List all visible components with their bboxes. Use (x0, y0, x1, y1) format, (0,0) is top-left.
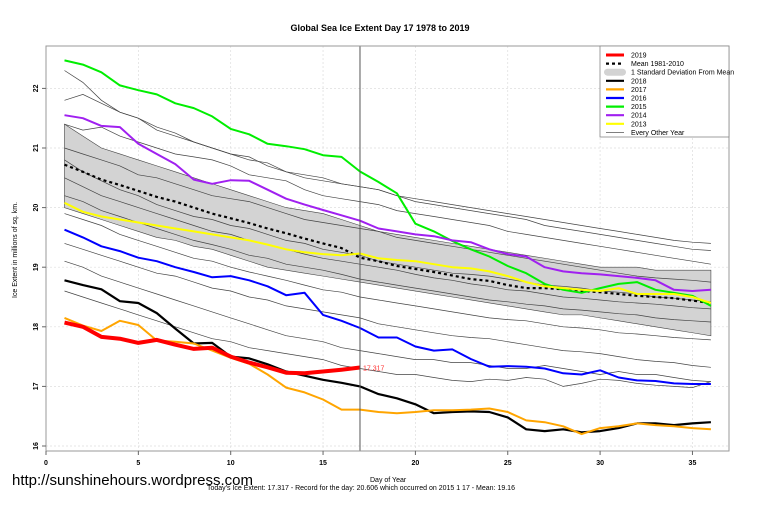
x-tick-label: 10 (227, 460, 235, 467)
legend-label: Mean 1981-2010 (631, 61, 684, 68)
y-tick-label: 20 (33, 204, 40, 212)
legend-label: 2015 (631, 104, 647, 111)
x-tick-label: 5 (136, 460, 140, 467)
x-axis: 0 5 10 15 20 25 30 35 (44, 451, 696, 467)
x-tick-label: 30 (596, 460, 604, 467)
x-tick-label: 35 (689, 460, 697, 467)
legend-label: 2014 (631, 113, 647, 120)
series-lines (64, 59, 712, 436)
chart-title: Global Sea Ice Extent Day 17 1978 to 201… (290, 23, 469, 33)
y-tick-label: 21 (33, 144, 40, 152)
every-other-year-lines (64, 70, 712, 388)
y-tick-label: 17 (33, 382, 40, 390)
sd-band-area (64, 123, 712, 337)
y-axis-label: Ice Extent in millions of sq. km. (12, 202, 19, 298)
legend-box (599, 45, 730, 138)
series-line-mean-1981-2010 (64, 163, 712, 305)
series-line-2014 (64, 114, 711, 292)
series-line-2015 (64, 59, 712, 307)
x-tick-label: 15 (319, 460, 327, 467)
x-axis-label: Day of Year (370, 477, 407, 484)
current-value-annotation: 17.317 (363, 366, 385, 373)
series-line-2013 (64, 201, 712, 304)
sd-band (64, 123, 712, 337)
series-line-2018 (64, 279, 711, 434)
legend-label: 2016 (631, 96, 647, 103)
plot-frame (45, 45, 730, 452)
legend-label: 2019 (631, 53, 647, 60)
y-tick-label: 16 (33, 442, 40, 450)
every-other-year-line (64, 94, 711, 251)
series-line-2017 (64, 316, 711, 436)
every-other-year-line (64, 243, 711, 368)
series-line-2019 (64, 320, 361, 376)
summary-text: Today's Ice Extent: 17.317 - Record for … (207, 485, 515, 492)
y-tick-label: 19 (33, 263, 40, 271)
legend-label: 2018 (631, 78, 647, 85)
source-url[interactable]: http://sunshinehours.wordpress.com (12, 472, 253, 489)
y-axis: 16 17 18 19 20 21 22 (33, 84, 46, 450)
legend-label: Every Other Year (631, 130, 685, 137)
legend-label: 2013 (631, 121, 647, 128)
every-other-year-line (64, 213, 711, 341)
y-tick-label: 18 (33, 323, 40, 331)
x-tick-label: 25 (504, 460, 512, 467)
every-other-year-line (64, 147, 711, 283)
every-other-year-line (64, 260, 711, 382)
x-tick-label: 0 (44, 460, 48, 467)
legend-label: 1 Standard Deviation From Mean (631, 70, 734, 77)
legend-label: 2017 (631, 87, 647, 94)
y-tick-label: 22 (33, 84, 40, 92)
series-line-2016 (64, 228, 711, 385)
every-other-year-line (64, 123, 711, 265)
x-tick-label: 20 (412, 460, 420, 467)
every-other-year-line (64, 177, 711, 310)
every-other-year-line (64, 195, 711, 323)
legend-swatch (604, 68, 626, 76)
